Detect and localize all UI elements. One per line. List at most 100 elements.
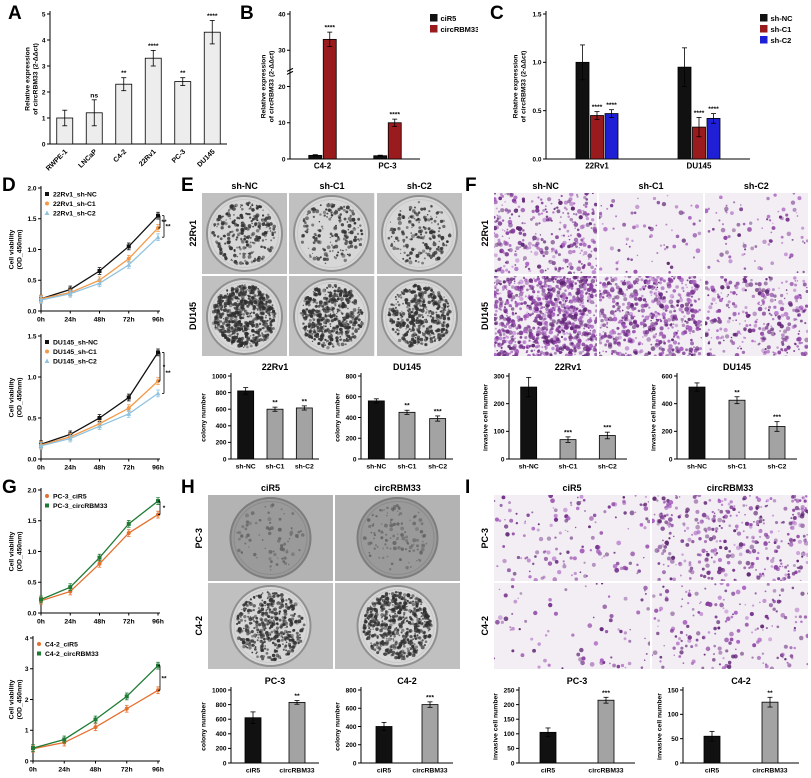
svg-text:300: 300 [494,373,505,380]
colony-photo-22rv1-sh-c1 [289,193,375,274]
svg-text:sh-C2: sh-C2 [771,36,792,45]
svg-text:0.0: 0.0 [27,610,36,617]
svg-text:0.5: 0.5 [532,108,541,115]
svg-text:22Rv1_sh-NC: 22Rv1_sh-NC [53,192,97,199]
col-label: sh-NC [532,181,559,191]
svg-text:5: 5 [42,11,46,18]
svg-text:0: 0 [42,141,46,148]
svg-text:1000: 1000 [212,373,227,380]
chart-circrbm33-knockdown: Relative expression of circRBM33 (2-ΔΔct)… [512,4,808,172]
svg-text:of circRBM33 (2-ΔΔct): of circRBM33 (2-ΔΔct) [33,43,40,115]
svg-text:sh-C2: sh-C2 [295,464,314,471]
panel-h-letter: H [181,477,195,498]
svg-text:Cell viability: Cell viability [9,377,16,417]
chart-colony-pc3: colony number 0 200 400 600 800 1000 PC-3 ** ciR5… [200,674,324,776]
colony-photo-22rv1-sh-c2 [376,193,462,274]
svg-text:sh-C1: sh-C1 [728,464,747,471]
invasion-photo-22rv1-sh-nc [494,193,598,274]
chart-colony-c42: colony number 0 200 400 600 800 C4-2 *** ciR5 cir… [334,674,458,776]
svg-text:DU145_sh-C2: DU145_sh-C2 [53,359,97,366]
svg-text:100: 100 [494,429,505,436]
svg-text:22Rv1_sh-C2: 22Rv1_sh-C2 [53,211,96,218]
svg-text:24h: 24h [64,317,76,324]
col-label: ciR5 [260,483,280,493]
svg-text:sh-C2: sh-C2 [768,464,787,471]
svg-text:*: * [163,505,166,512]
invasion-photo-c42-circrbm33 [652,583,808,669]
svg-text:2.0: 2.0 [27,487,36,494]
svg-text:ns: ns [90,92,98,99]
svg-text:****: **** [708,106,719,113]
svg-text:Relative expression: Relative expression [261,55,268,119]
svg-text:48h: 48h [94,465,106,472]
svg-text:**: ** [180,70,186,77]
invasion-photo-c42-cir5 [494,583,650,669]
svg-text:24h: 24h [64,465,76,472]
svg-text:sh-C1: sh-C1 [266,464,285,471]
invasion-photo-22rv1-sh-c2 [704,193,808,274]
svg-text:of circRBM33 (2-ΔΔct): of circRBM33 (2-ΔΔct) [269,51,276,123]
svg-text:**: ** [404,403,410,410]
chart-circrbm33-overexpression: Relative expression of circRBM33 (2-ΔΔct)… [260,4,479,172]
invasion-photo-22rv1-sh-c1 [599,193,703,274]
svg-text:22Rv1_sh-C1: 22Rv1_sh-C1 [53,201,96,208]
chart-colony-du145: colony number 0 200 400 600 800 DU145 ** *** sh-N… [334,360,458,472]
col-label: ciR5 [562,483,582,493]
svg-text:****: **** [324,25,335,32]
svg-text:sh-NC: sh-NC [519,464,539,471]
chart-colony-22rv1: colony number 0 200 400 600 800 1000 22Rv1 ** ** s… [200,360,324,472]
panel-f-invasion-image-grid: sh-NC sh-C1 sh-C2 22Rv1 DU145 [478,179,808,356]
row-label: 22Rv1 [188,219,198,247]
svg-text:1.5: 1.5 [532,11,541,18]
row-label: PC-3 [194,527,204,549]
svg-text:sh-NC: sh-NC [771,14,794,23]
svg-text:sh-C1: sh-C1 [771,25,792,34]
svg-text:PC-3: PC-3 [378,162,397,171]
svg-text:48h: 48h [94,317,106,324]
svg-text:(OD_450nm): (OD_450nm) [17,531,24,571]
svg-text:400: 400 [346,415,357,422]
svg-text:(OD_450nm): (OD_450nm) [17,679,24,719]
chart-circrbm33-expression-cell-lines: Relative expression of circRBM33 (2-ΔΔct)… [24,4,232,173]
grid-corner-spacer [186,179,200,191]
svg-text:****: **** [148,43,159,50]
svg-text:RWPE-1: RWPE-1 [45,148,69,172]
svg-text:Cell viability: Cell viability [9,531,16,571]
svg-text:600: 600 [346,394,357,401]
svg-text:400: 400 [216,423,227,430]
svg-text:200: 200 [216,440,227,447]
svg-text:24h: 24h [64,619,76,626]
grid-corner-spacer [478,179,492,191]
colony-photo-du145-sh-nc [202,275,288,356]
row-label: 22Rv1 [480,219,490,247]
panel-a-letter: A [8,3,22,24]
svg-text:***: *** [564,429,572,436]
panel-i-letter: I [465,477,471,498]
svg-text:96h: 96h [152,317,164,324]
svg-text:0h: 0h [37,619,45,626]
panel-c-letter: C [490,3,504,24]
svg-text:sh-C2: sh-C2 [428,464,447,471]
svg-text:96h: 96h [152,619,164,626]
svg-text:C4-2: C4-2 [314,162,332,171]
invasion-photo-du145-sh-c2 [704,275,808,356]
svg-text:PC-3_circRBM33: PC-3_circRBM33 [53,503,108,510]
svg-text:2: 2 [42,89,46,96]
svg-text:72h: 72h [123,465,135,472]
svg-text:Cell viability: Cell viability [9,679,16,719]
svg-text:200: 200 [346,436,357,443]
svg-text:(OD_450nm): (OD_450nm) [17,377,24,417]
panel-g-letter: G [2,477,17,498]
svg-text:colony number: colony number [201,393,208,442]
svg-text:****: **** [389,112,400,119]
svg-text:LNCaP: LNCaP [77,148,98,169]
svg-text:1.5: 1.5 [27,216,36,223]
invasion-photo-pc3-circrbm33 [652,495,808,581]
colony-photo-du145-sh-c1 [289,275,375,356]
svg-text:400: 400 [662,401,673,408]
svg-text:1.0: 1.0 [27,549,36,556]
col-label: sh-C1 [638,181,664,191]
row-label: C4-2 [480,616,490,636]
svg-text:Relative expression: Relative expression [513,55,520,119]
